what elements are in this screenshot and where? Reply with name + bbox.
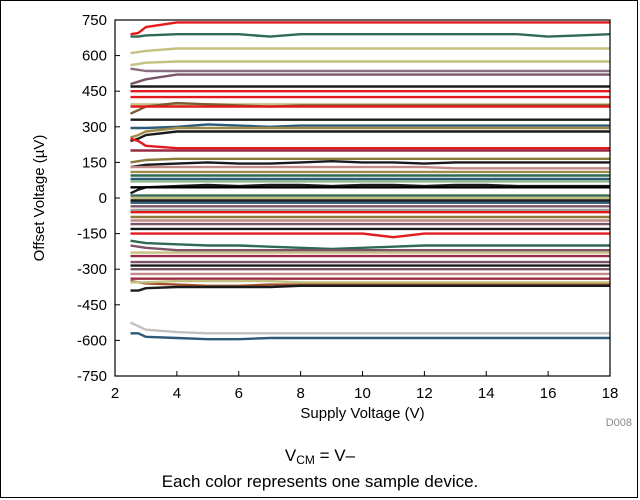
series-layer: [129, 21, 611, 341]
series-line-41: [130, 244, 610, 252]
y-tick-label: -600: [77, 332, 107, 349]
y-tick-label: 300: [82, 119, 107, 136]
y-tick-label: 600: [82, 48, 107, 65]
condition-subscript: CM: [296, 453, 315, 467]
series-line-16: [130, 130, 610, 143]
series-line-21: [130, 165, 610, 170]
sample-note: Each color represents one sample device.: [161, 472, 479, 491]
x-tick-label: 18: [602, 385, 619, 402]
series-line-1: [130, 21, 610, 36]
x-tick-label: 14: [478, 385, 495, 402]
figure-id: D008: [606, 417, 632, 429]
y-tick-label: -150: [77, 226, 107, 243]
series-line-20: [130, 159, 610, 169]
series-line-2: [130, 33, 611, 38]
series-line-5: [130, 67, 610, 73]
y-tick-label: -300: [77, 261, 107, 278]
series-line-39: [130, 232, 610, 239]
condition-caption: VCM = V–: [0, 446, 640, 467]
x-tick-label: 6: [235, 385, 243, 402]
series-line-6: [130, 73, 610, 86]
x-tick-label: 8: [296, 385, 304, 402]
series-line-3: [130, 47, 610, 55]
y-tick-label: 450: [82, 83, 107, 100]
y-tick-label: 0: [99, 190, 107, 207]
condition-main: V: [284, 446, 297, 465]
series-line-53: [130, 332, 610, 341]
y-axis-label: Offset Voltage (µV): [31, 135, 48, 262]
y-tick-label: -450: [77, 297, 107, 314]
tick-layer: 2 4 6 8 10 12 14 16 18 750 600 450 300 150 0 -150 -300 -4…: [77, 12, 618, 402]
series-line-17: [130, 137, 610, 150]
condition-rest: = V–: [314, 446, 356, 465]
series-line-51: [130, 284, 610, 292]
y-tick-label: -750: [77, 368, 107, 385]
x-tick-label: 2: [111, 385, 119, 402]
x-tick-label: 16: [540, 385, 557, 402]
x-axis-label: Supply Voltage (V): [300, 405, 424, 422]
x-tick-label: 12: [416, 385, 433, 402]
series-line-40: [130, 239, 610, 251]
series-line-11: [130, 101, 610, 115]
series-line-14: [130, 123, 610, 130]
series-line-52: [129, 321, 610, 335]
offset-voltage-chart: 2 4 6 8 10 12 14 16 18 750 600 450 300 150 0 -150 -300 -4…: [31, 12, 632, 429]
y-tick-label: 150: [82, 154, 107, 171]
series-line-19: [130, 157, 610, 164]
x-tick-label: 10: [354, 385, 371, 402]
series-line-15: [130, 126, 610, 139]
y-tick-label: 750: [82, 12, 107, 29]
series-line-50: [130, 279, 610, 284]
series-line-4: [130, 60, 610, 67]
x-tick-label: 4: [173, 385, 181, 402]
